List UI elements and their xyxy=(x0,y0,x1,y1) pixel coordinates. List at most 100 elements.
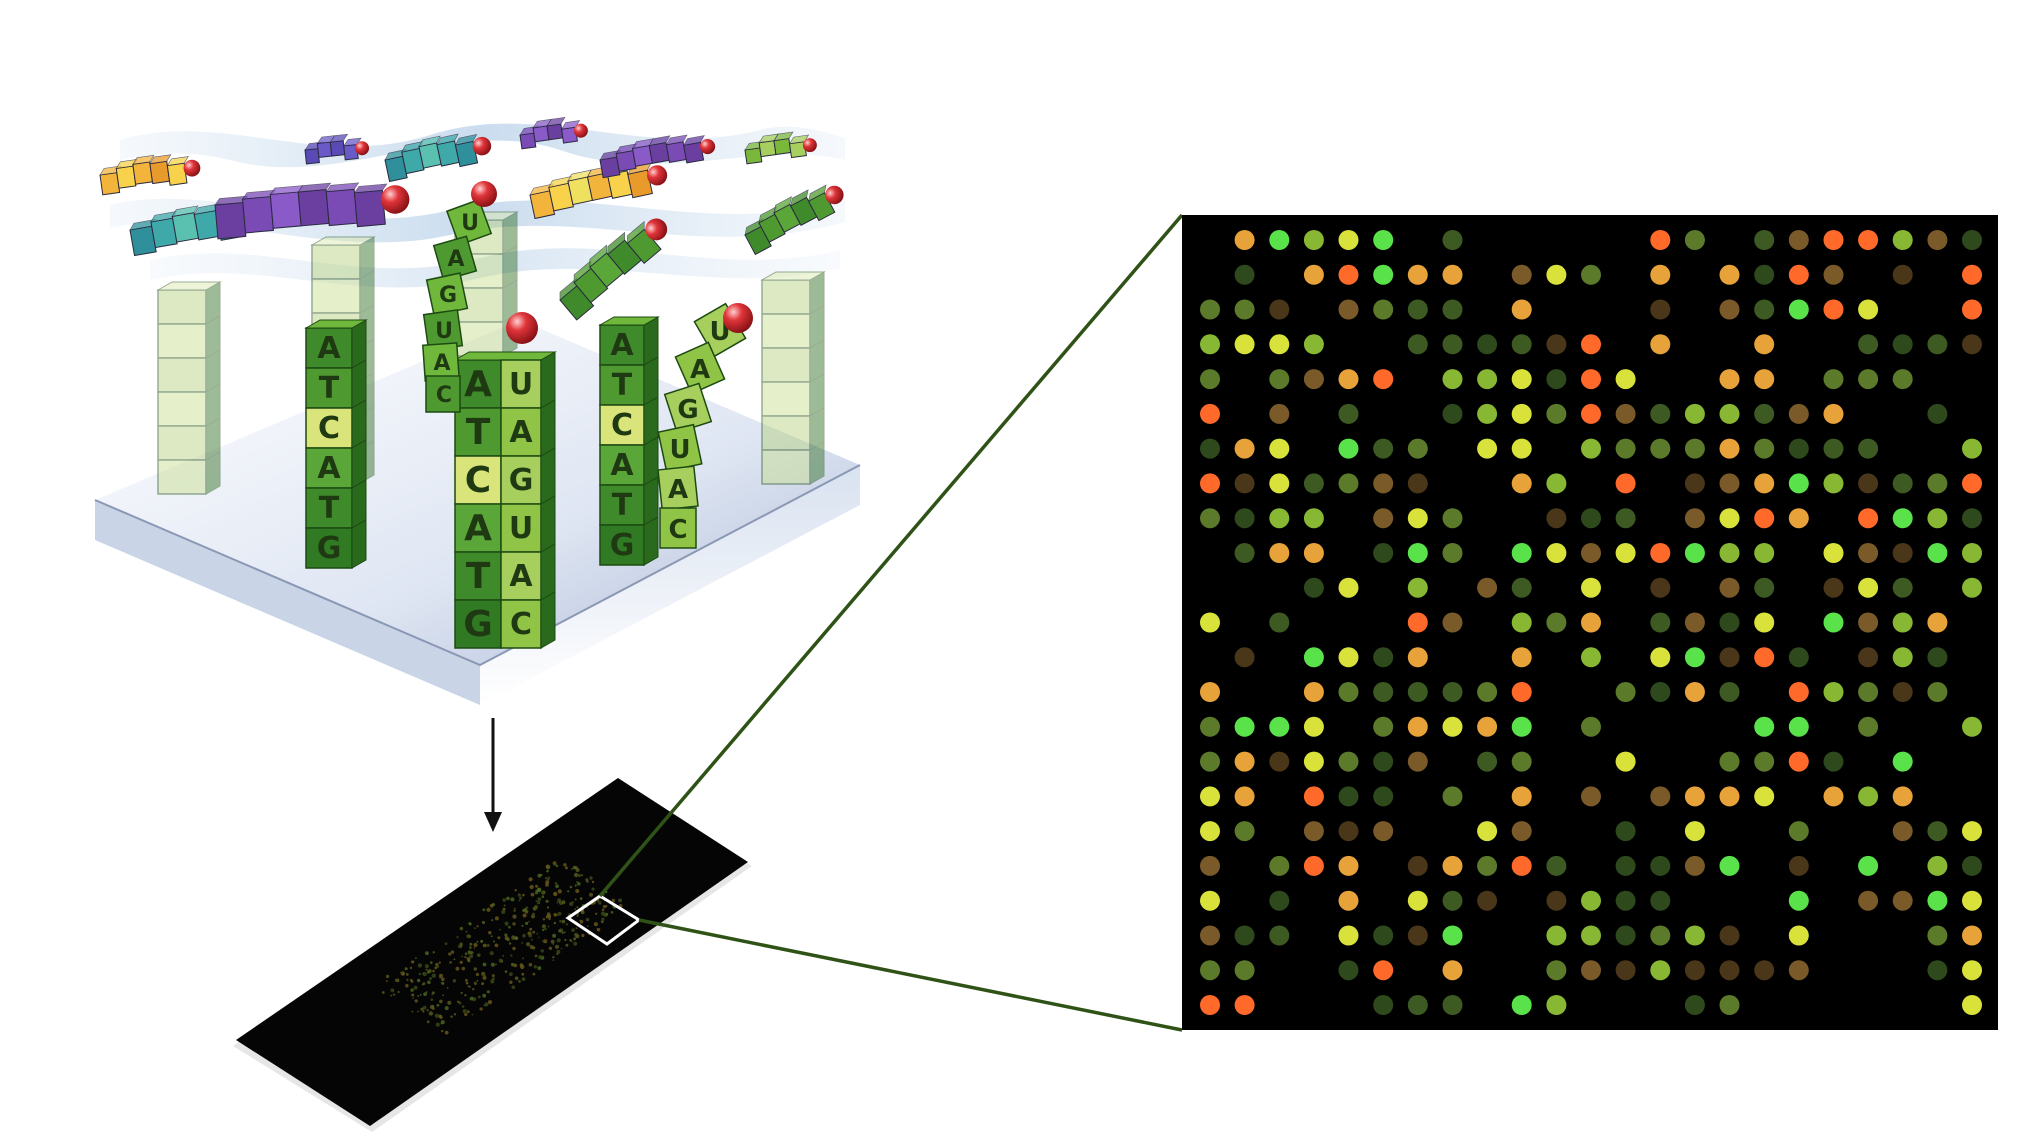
microarray-spot xyxy=(1962,299,1982,320)
microarray-spot xyxy=(1615,543,1636,563)
microarray-spot xyxy=(1477,403,1498,424)
microarray-spot xyxy=(1477,751,1498,772)
microarray-spot xyxy=(1754,543,1775,563)
faded-block xyxy=(761,305,825,349)
microarray-spot xyxy=(1615,925,1636,946)
microarray-spot xyxy=(1511,995,1532,1015)
microarray-spot xyxy=(1788,925,1809,946)
probe-base-letter: A xyxy=(610,448,634,483)
microarray-spot xyxy=(1823,786,1844,807)
microarray-spot xyxy=(1858,299,1879,320)
microarray-spot xyxy=(1719,925,1740,946)
microarray-spot xyxy=(1615,508,1636,529)
microarray-spot xyxy=(1200,438,1220,459)
target-base-letter: A xyxy=(509,559,533,594)
microarray-spot xyxy=(1650,403,1671,424)
microarray-spot xyxy=(1788,751,1809,772)
microarray-spot xyxy=(1407,925,1428,946)
microarray-spot xyxy=(1477,577,1498,598)
microarray-spot xyxy=(1823,264,1844,285)
microarray-spot xyxy=(1892,751,1913,772)
microarray-spot xyxy=(1858,543,1879,563)
microarray-spot xyxy=(1754,786,1775,807)
floating-strand xyxy=(744,184,844,256)
microarray-spot xyxy=(1338,821,1359,842)
microarray-spot xyxy=(1615,751,1636,772)
probe-base-letter: A xyxy=(317,451,341,486)
microarray-spot xyxy=(1442,960,1463,981)
microarray-spot xyxy=(1511,647,1532,668)
microarray-spot xyxy=(1546,890,1567,911)
probe-base-letter: A xyxy=(317,331,341,366)
microarray-spot xyxy=(1303,230,1324,250)
microarray-spot xyxy=(1303,508,1324,529)
microarray-spot xyxy=(1650,682,1671,702)
faded-block xyxy=(157,315,221,359)
microarray-spot xyxy=(1858,334,1879,355)
microarray-spot xyxy=(1719,264,1740,285)
microarray-spot xyxy=(1407,473,1428,494)
microarray-spot xyxy=(1962,960,1982,981)
microarray-spot xyxy=(1338,299,1359,320)
microarray-spot xyxy=(1373,647,1394,668)
target-block xyxy=(659,507,697,549)
microarray-spot xyxy=(1719,612,1740,633)
microarray-spot xyxy=(1615,473,1636,494)
microarray-spot xyxy=(1962,438,1982,459)
microarray-spot xyxy=(1962,473,1982,494)
probe-block xyxy=(305,439,367,489)
microarray-spot xyxy=(1581,543,1601,563)
microarray-spot xyxy=(1892,821,1913,842)
microarray-spot xyxy=(1892,543,1913,563)
target-block xyxy=(500,399,556,457)
microarray-spot xyxy=(1581,264,1601,285)
microarray-spot xyxy=(1581,577,1601,598)
microarray-spot xyxy=(1373,751,1394,772)
faded-block xyxy=(157,281,221,325)
microarray-spot xyxy=(1962,855,1982,876)
microarray-spot xyxy=(1615,890,1636,911)
floating-strand xyxy=(744,131,817,165)
target-base-letter: A xyxy=(668,475,688,505)
microarray-spot xyxy=(1373,230,1394,250)
label-sphere xyxy=(355,141,370,156)
microarray-spot xyxy=(1407,438,1428,459)
microarray-spot xyxy=(1407,995,1428,1015)
microarray-spot xyxy=(1442,369,1463,390)
microarray-spot xyxy=(1858,716,1879,737)
target-block xyxy=(425,375,461,413)
microarray-spot xyxy=(1962,577,1982,598)
target-base-letter: G xyxy=(439,283,457,308)
microarray-spot xyxy=(1546,264,1567,285)
microarray-spot xyxy=(1858,612,1879,633)
faded-block xyxy=(761,441,825,485)
label-sphere xyxy=(825,185,844,205)
microarray-spot xyxy=(1927,960,1948,981)
microarray-spot xyxy=(1823,682,1844,702)
microarray-spot xyxy=(1234,995,1255,1015)
microarray-spot xyxy=(1200,403,1220,424)
microarray-spot xyxy=(1754,473,1775,494)
floating-strand xyxy=(384,133,492,183)
microarray-spot xyxy=(1962,821,1982,842)
microarray-spot xyxy=(1546,612,1567,633)
microarray-spot xyxy=(1684,403,1705,424)
microarray-spot xyxy=(1581,960,1601,981)
target-base-letter: U xyxy=(509,367,533,402)
microarray-spot xyxy=(1581,925,1601,946)
microarray-spot xyxy=(1477,438,1498,459)
microarray-spot xyxy=(1788,508,1809,529)
microarray-spot xyxy=(1269,751,1290,772)
microarray-spot xyxy=(1615,855,1636,876)
microarray-spot xyxy=(1200,369,1220,390)
microarray-spot xyxy=(1511,299,1532,320)
target-base-letter: A xyxy=(433,351,450,376)
faded-block xyxy=(157,451,221,495)
microarray-spot xyxy=(1927,473,1948,494)
microarray-slide xyxy=(233,778,752,1132)
microarray-spot xyxy=(1546,403,1567,424)
microarray-spot xyxy=(1581,716,1601,737)
microarray-spot xyxy=(1962,716,1982,737)
microarray-spot xyxy=(1581,647,1601,668)
microarray-spot xyxy=(1442,264,1463,285)
